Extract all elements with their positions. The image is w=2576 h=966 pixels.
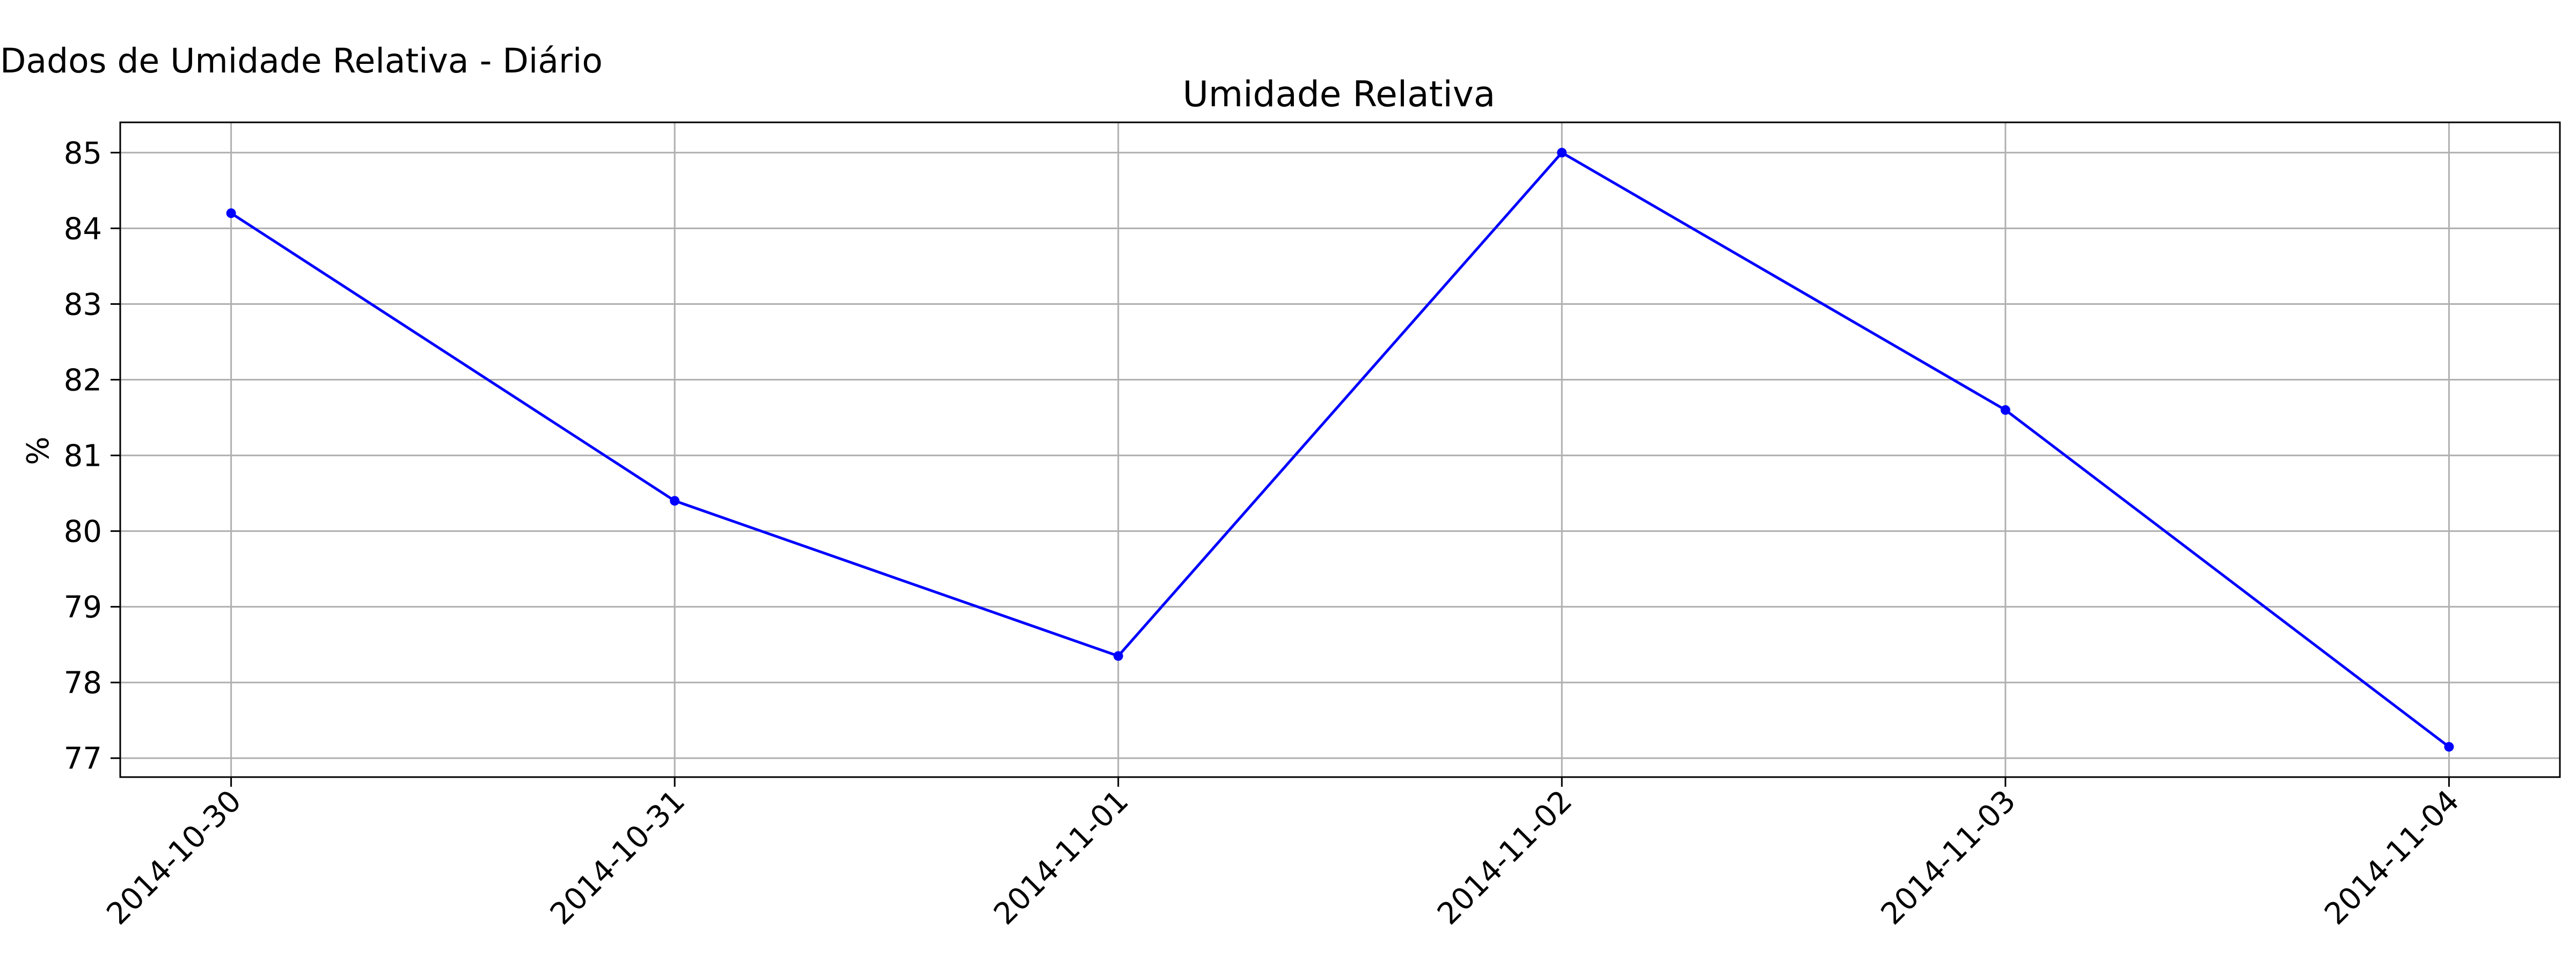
y-tick-label: 77 (64, 742, 102, 777)
y-tick-label: 81 (64, 439, 102, 474)
y-tick-label: 85 (64, 136, 102, 171)
data-point (670, 496, 680, 506)
plot-frame (119, 121, 2561, 778)
data-point (1113, 651, 1123, 661)
y-axis-label: % (21, 436, 56, 465)
y-tick-label: 83 (64, 287, 102, 322)
y-tick-label: 78 (64, 666, 102, 701)
data-point (2444, 742, 2454, 752)
figure-title: Dados de Umidade Relativa - Diário (0, 41, 603, 80)
series-line (230, 151, 2450, 748)
data-point (1557, 148, 1567, 158)
y-tick-label: 79 (64, 590, 102, 625)
grid (120, 122, 2560, 777)
series-layer (226, 148, 2454, 752)
data-point (2000, 405, 2010, 415)
y-tick-label: 84 (64, 211, 102, 246)
y-tick-label: 80 (64, 515, 102, 550)
y-tick-label: 82 (64, 363, 102, 398)
data-point (226, 208, 236, 218)
y-axis: 77 78 79 80 81 82 83 84 85 (64, 136, 120, 777)
chart-title: Umidade Relativa (1183, 74, 1496, 115)
